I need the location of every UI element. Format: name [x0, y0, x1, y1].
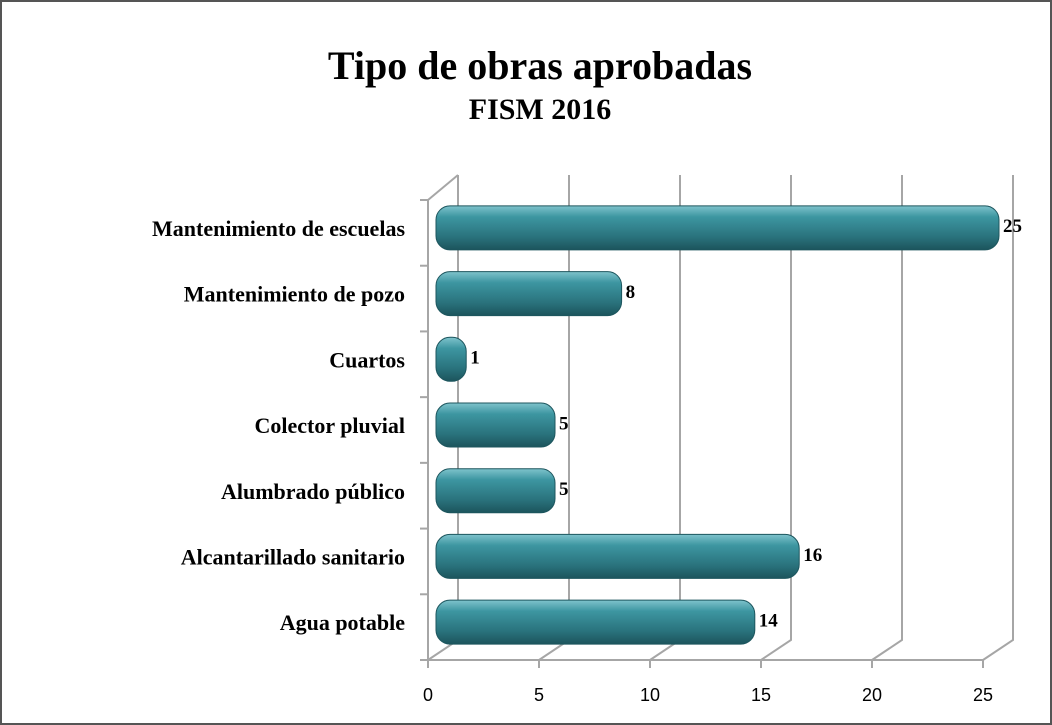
- data-label: 5: [559, 413, 569, 434]
- bar: [435, 468, 556, 514]
- chart-subtitle: FISM 2016: [469, 93, 612, 126]
- data-label: 1: [470, 348, 480, 369]
- x-tick-label: 10: [640, 685, 660, 705]
- y-tick-label: Alumbrado público: [221, 479, 405, 504]
- bar: [435, 599, 756, 645]
- y-tick-label: Colector pluvial: [254, 413, 405, 438]
- grid-line: [982, 175, 1014, 661]
- bar: [435, 205, 1000, 251]
- y-tick-label: Agua potable: [280, 610, 406, 635]
- bar: [435, 533, 800, 579]
- x-tick-label: 20: [862, 685, 882, 705]
- data-label: 25: [1003, 216, 1022, 237]
- data-label: 5: [559, 479, 569, 500]
- bar: [435, 271, 623, 317]
- y-tick-label: Cuartos: [329, 347, 405, 372]
- y-tick-label: Mantenimiento de escuelas: [152, 216, 405, 241]
- grid-line: [871, 175, 903, 661]
- bar: [435, 402, 556, 448]
- x-tick-label: 5: [534, 685, 544, 705]
- y-tick-label: Alcantarillado sanitario: [181, 544, 405, 569]
- data-label: 14: [759, 611, 779, 632]
- x-tick-label: 0: [423, 685, 433, 705]
- y-tick-label: Mantenimiento de pozo: [184, 282, 405, 307]
- chart-title: Tipo de obras aprobadas: [328, 43, 752, 88]
- x-tick-label: 15: [751, 685, 771, 705]
- bar: [435, 336, 467, 382]
- x-tick-label: 25: [973, 685, 993, 705]
- data-label: 8: [626, 282, 636, 303]
- grid-line: [760, 175, 792, 661]
- axis-wall: [427, 174, 459, 201]
- data-label: 16: [803, 545, 822, 566]
